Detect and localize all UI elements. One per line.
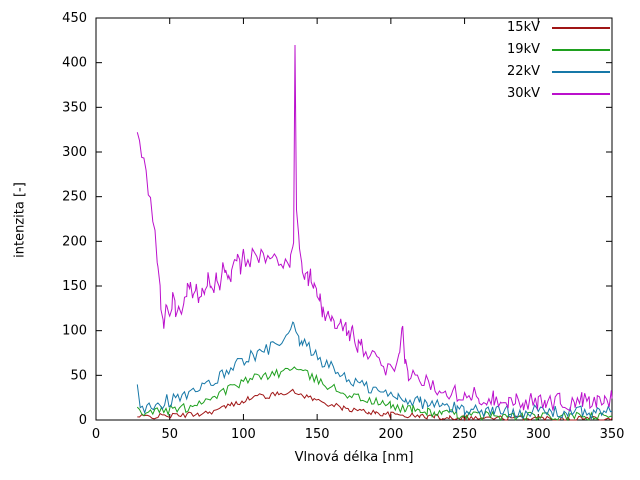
svg-text:100: 100 — [62, 324, 87, 339]
svg-text:0: 0 — [79, 413, 87, 428]
svg-text:0: 0 — [92, 427, 100, 442]
legend-label: 22kV — [507, 64, 540, 79]
legend-line-sample — [552, 49, 610, 51]
legend: 15kV 19kV 22kV 30kV — [507, 20, 610, 102]
svg-text:150: 150 — [62, 279, 87, 294]
svg-text:200: 200 — [62, 234, 87, 249]
legend-label: 15kV — [507, 20, 540, 35]
x-axis-label: Vlnová délka [nm] — [294, 450, 414, 465]
legend-line-sample — [552, 93, 610, 95]
svg-text:50: 50 — [70, 368, 87, 383]
svg-text:350: 350 — [62, 100, 87, 115]
svg-text:250: 250 — [62, 190, 87, 205]
svg-text:100: 100 — [231, 427, 256, 442]
legend-item-15kv: 15kV — [507, 20, 610, 36]
legend-label: 30kV — [507, 86, 540, 101]
svg-text:450: 450 — [62, 11, 87, 26]
legend-item-22kv: 22kV — [507, 64, 610, 80]
legend-item-30kv: 30kV — [507, 86, 610, 102]
svg-text:250: 250 — [452, 427, 477, 442]
legend-label: 19kV — [507, 42, 540, 57]
legend-line-sample — [552, 27, 610, 29]
svg-text:350: 350 — [600, 427, 625, 442]
svg-text:50: 50 — [161, 427, 178, 442]
svg-text:150: 150 — [305, 427, 330, 442]
svg-text:200: 200 — [378, 427, 403, 442]
svg-text:300: 300 — [526, 427, 551, 442]
y-axis-label: intenzita [-] — [12, 182, 28, 258]
svg-text:400: 400 — [62, 56, 87, 71]
svg-text:300: 300 — [62, 145, 87, 160]
legend-line-sample — [552, 71, 610, 73]
legend-item-19kv: 19kV — [507, 42, 610, 58]
